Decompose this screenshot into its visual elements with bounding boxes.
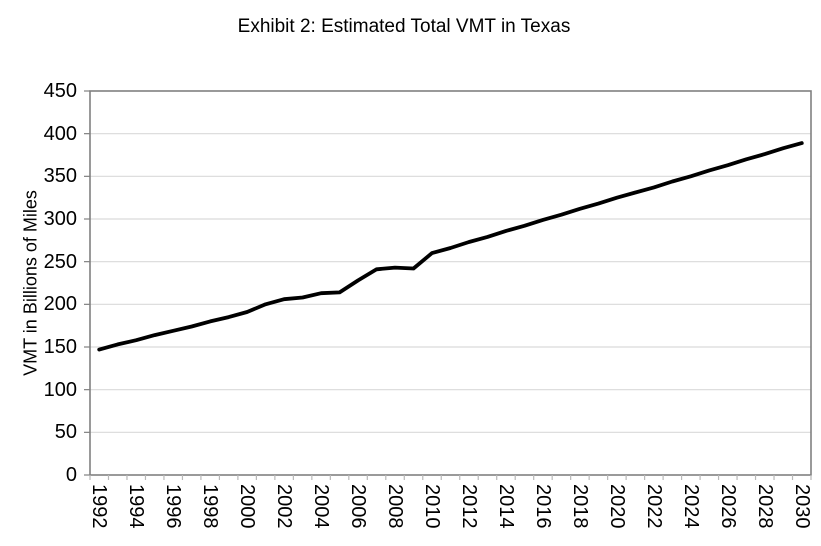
x-tick-label-2012: 2012 [457, 484, 480, 529]
y-tick-label-50: 50 [54, 421, 77, 444]
x-tick-label-2028: 2028 [753, 484, 776, 529]
y-tick-label-350: 350 [43, 165, 77, 188]
y-tick-label-300: 300 [43, 208, 77, 230]
x-tick-label-2018: 2018 [568, 484, 591, 529]
y-tick-label-450: 450 [43, 80, 77, 102]
chart-title: Exhibit 2: Estimated Total VMT in Texas [237, 16, 571, 37]
x-tick-label-2002: 2002 [273, 484, 296, 529]
x-tick-label-2022: 2022 [642, 484, 665, 529]
x-tick-label-2024: 2024 [679, 484, 702, 529]
x-tick-label-2020: 2020 [605, 484, 628, 529]
x-tick-label-2000: 2000 [236, 484, 259, 529]
x-tick-label-2026: 2026 [716, 484, 739, 529]
y-tick-label-200: 200 [43, 293, 77, 316]
x-tick-label-2014: 2014 [494, 484, 517, 529]
y-tick-label-250: 250 [43, 250, 77, 273]
x-tick-label-2004: 2004 [310, 484, 333, 529]
x-tick-label-1992: 1992 [88, 484, 111, 529]
x-tick-label-1994: 1994 [125, 484, 148, 529]
y-tick-label-100: 100 [43, 378, 77, 401]
x-tick-label-2006: 2006 [347, 484, 370, 529]
y-tick-label-150: 150 [43, 336, 77, 358]
data-line-estimated-total-vmt [97, 141, 804, 352]
y-tick-label-0: 0 [65, 464, 77, 486]
plot-border [89, 90, 812, 476]
x-tick-label-1998: 1998 [199, 484, 222, 529]
x-tick-label-2016: 2016 [531, 484, 554, 529]
x-tick-label-2010: 2010 [421, 484, 443, 529]
x-tick-label-2008: 2008 [384, 484, 407, 529]
x-tick-label-2030: 2030 [790, 484, 813, 529]
y-tick-label-400: 400 [43, 122, 77, 145]
x-tick-label-1996: 1996 [162, 484, 185, 529]
